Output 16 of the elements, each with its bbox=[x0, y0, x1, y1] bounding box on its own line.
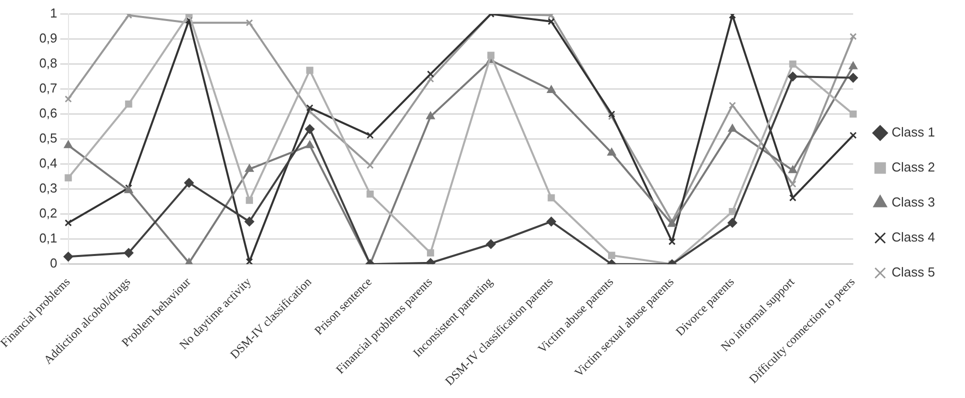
y-tick-label: 0,4 bbox=[39, 156, 58, 171]
y-tick-label: 0,5 bbox=[39, 130, 58, 146]
y-tick-label: 0,7 bbox=[39, 80, 58, 96]
legend-label: Class 4 bbox=[892, 230, 936, 245]
legend-label: Class 2 bbox=[892, 160, 936, 175]
y-tick-label: 0,1 bbox=[39, 230, 58, 246]
y-tick-label: 0,8 bbox=[39, 56, 58, 71]
y-tick-label: 0,2 bbox=[39, 206, 58, 221]
legend-label: Class 1 bbox=[892, 124, 936, 140]
y-tick-label: 1 bbox=[50, 6, 58, 21]
legend-label: Class 3 bbox=[892, 194, 936, 210]
y-tick-label: 0,6 bbox=[39, 106, 58, 121]
y-tick-label: 0 bbox=[50, 256, 58, 271]
legend-label: Class 5 bbox=[892, 264, 936, 280]
y-tick-label: 0,3 bbox=[39, 180, 58, 196]
y-tick-label: 0,9 bbox=[39, 30, 58, 46]
